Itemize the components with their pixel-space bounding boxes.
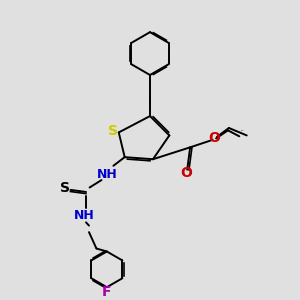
Text: NH: NH [97,168,117,181]
Text: O: O [208,131,220,146]
Text: ethyl: ethyl [241,130,244,131]
Text: S: S [60,181,70,195]
Text: NH: NH [74,209,95,222]
Text: O: O [180,166,192,180]
Text: F: F [102,285,112,299]
Text: S: S [108,124,118,138]
